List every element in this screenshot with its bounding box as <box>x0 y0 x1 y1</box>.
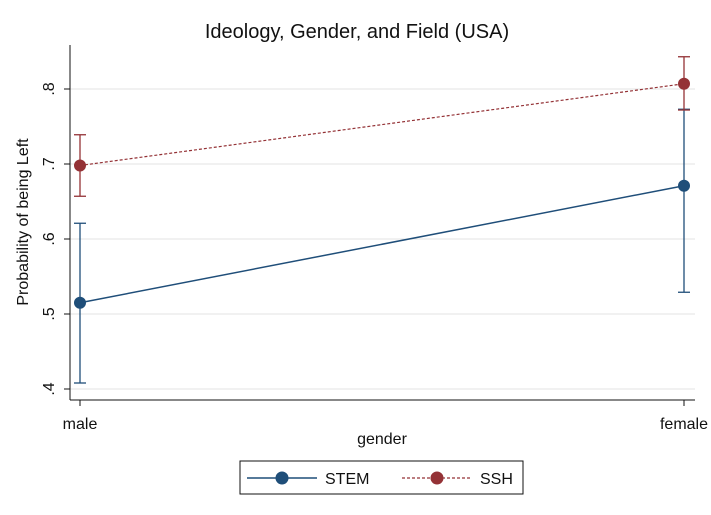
legend-label-stem: STEM <box>325 471 369 488</box>
series-stem <box>74 108 690 384</box>
chart-title: Ideology, Gender, and Field (USA) <box>205 21 509 43</box>
x-tick-label-1: female <box>660 416 708 433</box>
x-axis-label: gender <box>357 431 407 448</box>
legend-label-ssh: SSH <box>480 471 513 488</box>
legend-swatch-stem-marker <box>275 471 289 485</box>
y-tick-label-0: .4 <box>41 382 58 395</box>
y-axis-ticks: .4 .5 .6 .7 .8 <box>41 82 70 396</box>
y-tick-label-3: .7 <box>41 157 58 170</box>
x-axis-ticks: male female <box>63 400 708 433</box>
y-tick-label-1: .5 <box>41 307 58 320</box>
y-tick-label-4: .8 <box>41 82 58 95</box>
y-axis-label: Probability of being Left <box>15 138 32 306</box>
y-tick-label-2: .6 <box>41 232 58 245</box>
legend-swatch-ssh-marker <box>430 471 444 485</box>
series-layer <box>74 56 690 384</box>
point-stem-1 <box>678 179 690 192</box>
series-ssh <box>74 56 690 197</box>
series-line-ssh <box>79 83 685 167</box>
x-tick-label-0: male <box>63 416 98 433</box>
gridlines <box>70 88 695 390</box>
legend: STEM SSH <box>239 460 524 495</box>
point-ssh-1 <box>678 77 690 90</box>
series-line-stem <box>79 185 685 304</box>
point-ssh-0 <box>74 159 86 172</box>
point-stem-0 <box>74 296 86 309</box>
